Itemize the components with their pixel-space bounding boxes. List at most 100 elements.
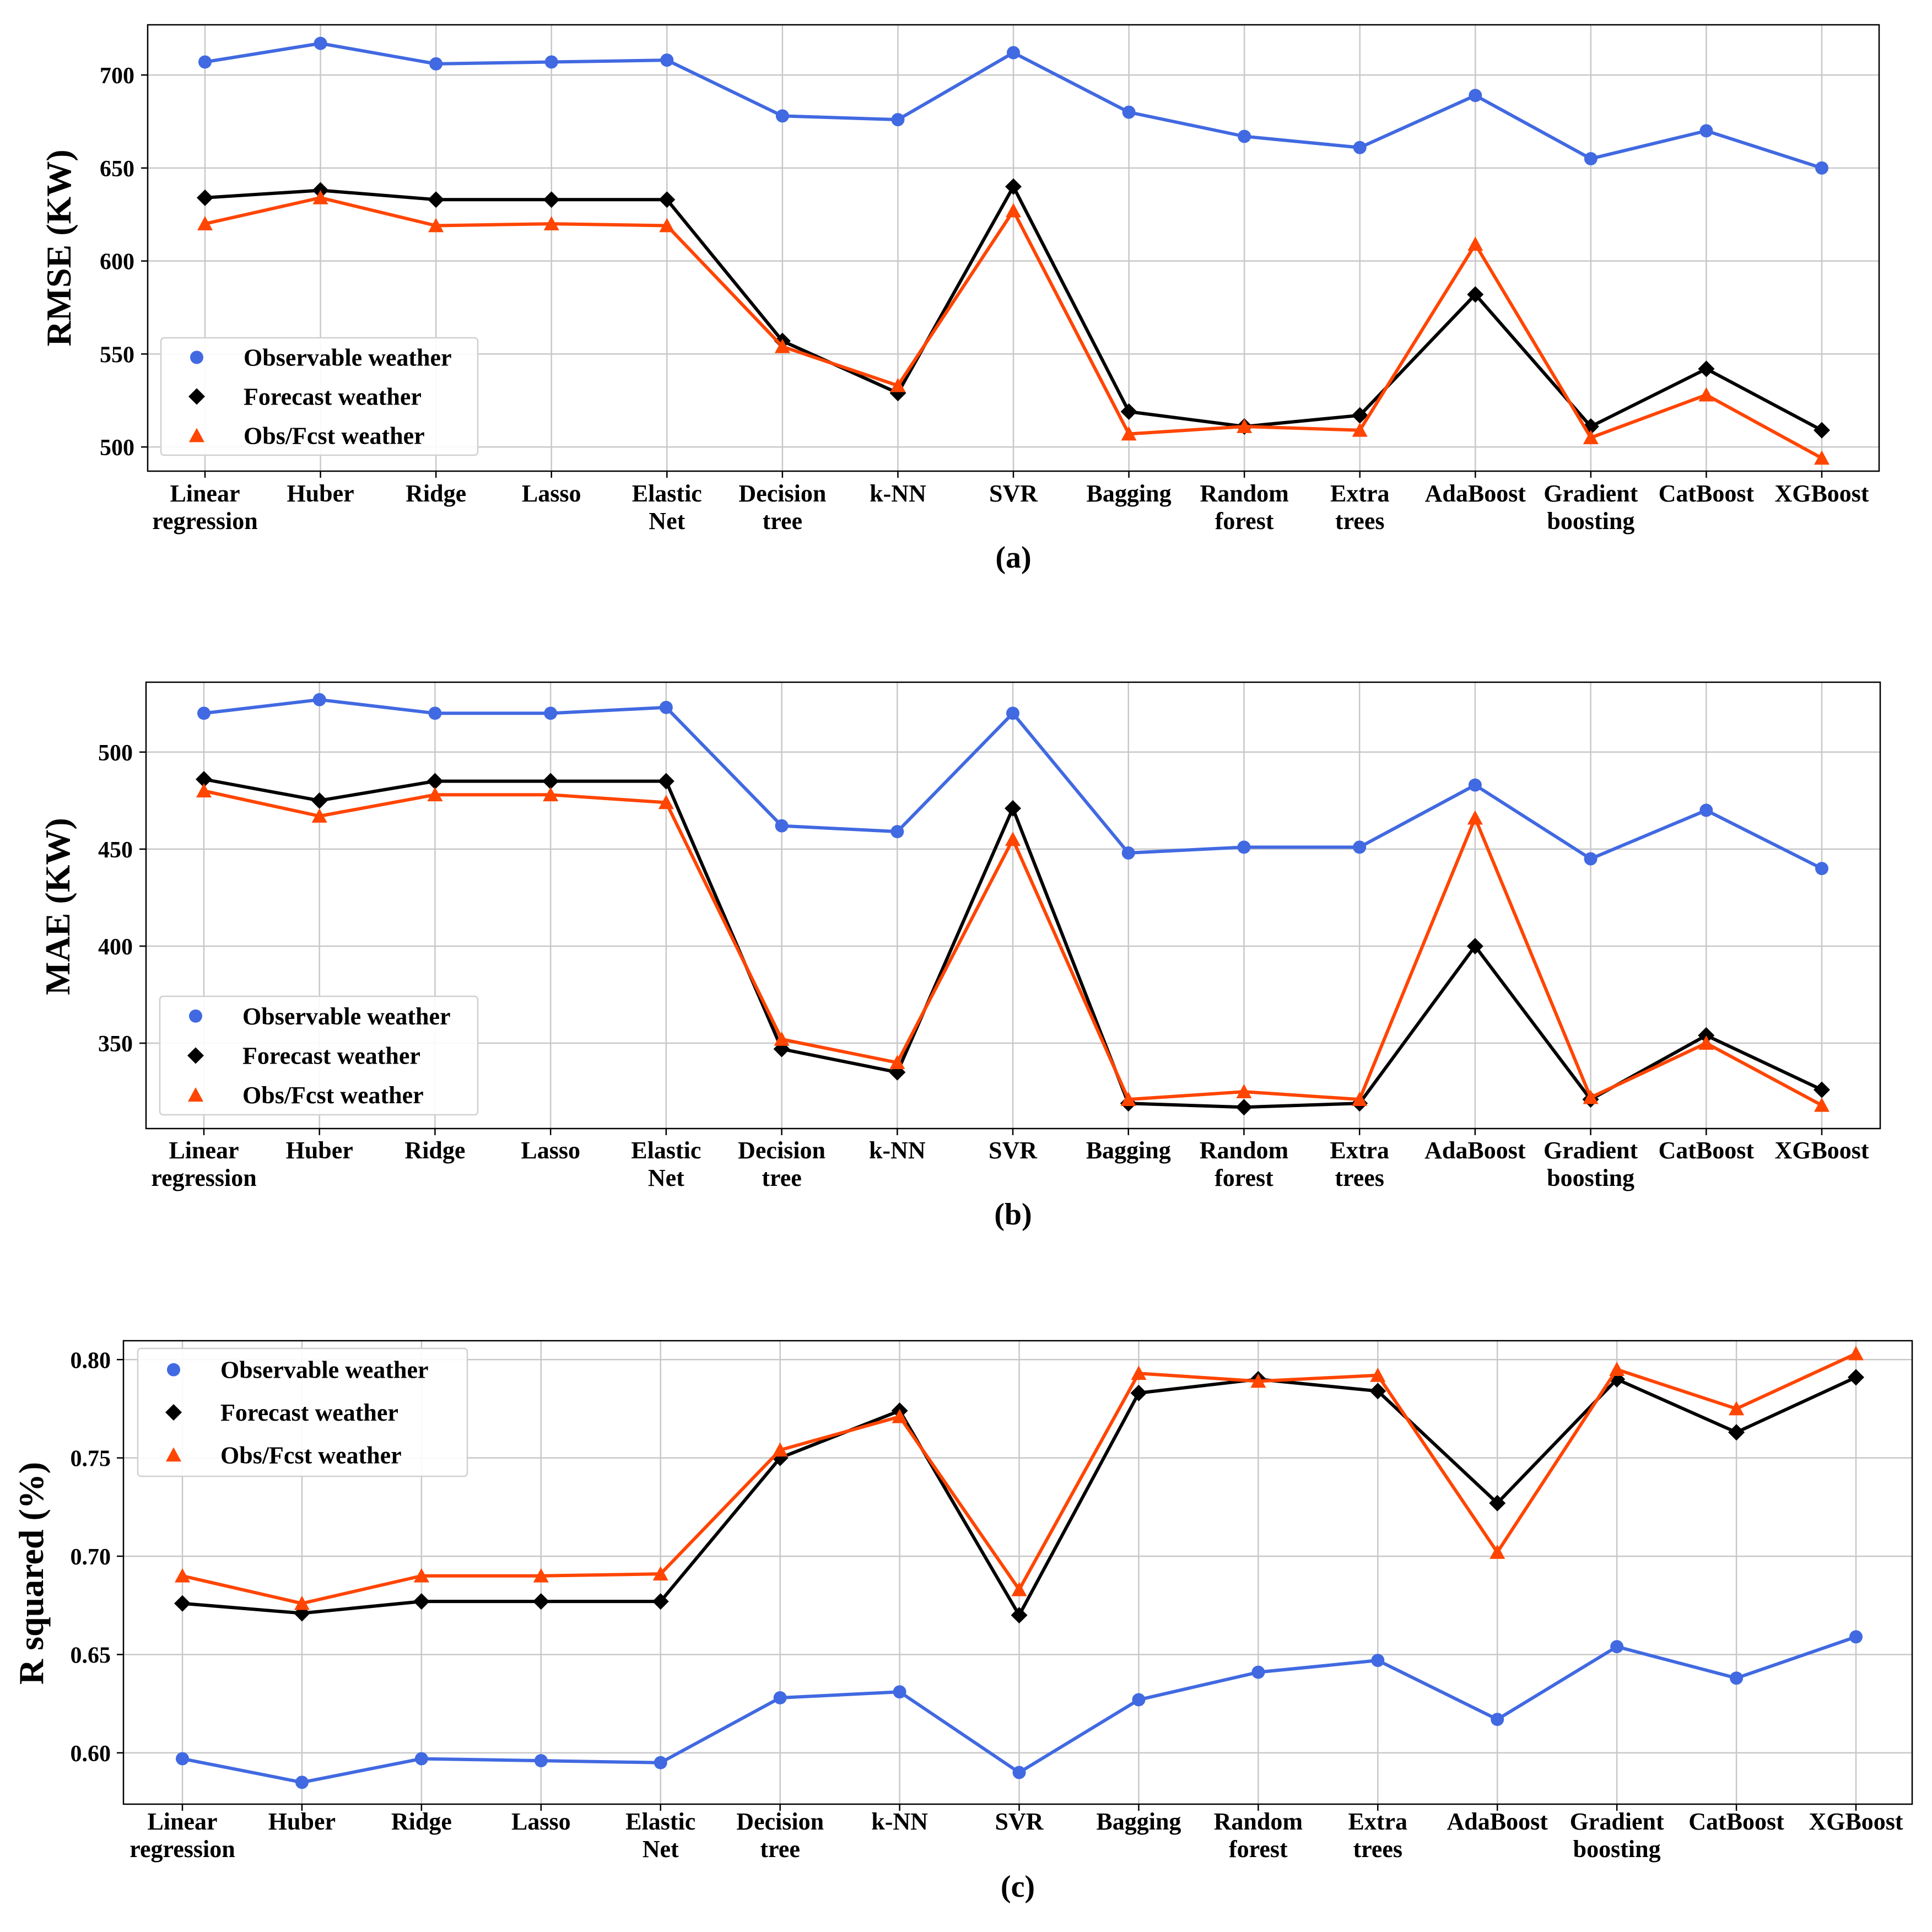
x-tick-label: SVR — [989, 480, 1038, 507]
data-point-observable — [1849, 1630, 1863, 1644]
data-point-obs-fcst — [1236, 1084, 1252, 1098]
data-point-observable — [1122, 105, 1136, 119]
x-tick-label: CatBoost — [1659, 1137, 1755, 1164]
x-tick-label: Huber — [268, 1808, 336, 1835]
x-tick-label: CatBoost — [1659, 480, 1755, 507]
x-tick-label: k-NN — [869, 1137, 926, 1164]
data-point-obs-fcst — [1490, 1544, 1505, 1559]
data-point-obs-fcst — [1583, 430, 1599, 445]
data-point-forecast — [542, 773, 559, 790]
y-tick-label: 0.60 — [71, 1741, 111, 1767]
data-point-forecast — [311, 792, 328, 809]
x-tick-label: XGBoost — [1774, 1137, 1869, 1164]
data-point-obs-fcst — [427, 787, 443, 802]
x-tick-label: Ridge — [391, 1808, 452, 1835]
x-tick-label: Huber — [286, 1137, 353, 1164]
data-point-obs-fcst — [533, 1568, 549, 1583]
data-point-observable — [1699, 803, 1713, 817]
data-point-obs-fcst — [1814, 1097, 1830, 1112]
data-point-observable — [1468, 778, 1482, 792]
data-point-forecast — [1005, 178, 1022, 195]
x-tick-label: Elastic Net — [625, 1808, 695, 1863]
data-point-forecast — [428, 191, 445, 208]
x-tick-label: Linear regression — [151, 1137, 256, 1191]
x-tick-label: Extra trees — [1348, 1808, 1408, 1863]
data-point-obs-fcst — [1370, 1367, 1386, 1382]
x-tick-label: Ridge — [406, 480, 466, 507]
data-point-observable — [314, 36, 327, 50]
data-point-forecast — [413, 1593, 430, 1610]
data-point-obs-fcst — [1006, 203, 1021, 218]
y-tick-label: 500 — [98, 741, 133, 766]
y-tick-label: 0.65 — [71, 1643, 111, 1668]
data-point-observable — [891, 113, 905, 127]
y-tick-label: 0.70 — [71, 1545, 111, 1570]
data-point-forecast — [657, 773, 674, 790]
data-point-obs-fcst — [312, 190, 328, 204]
data-point-observable — [1132, 1693, 1146, 1707]
x-tick-label: AdaBoost — [1424, 1137, 1526, 1164]
legend: Observable weather Forecast weather Obs/Fc… — [159, 995, 479, 1116]
data-point-obs-fcst — [1729, 1401, 1745, 1416]
data-point-forecast — [1814, 422, 1830, 439]
data-point-obs-fcst — [892, 1408, 908, 1423]
data-point-observable — [534, 1754, 548, 1768]
data-point-observable — [176, 1752, 189, 1766]
data-point-forecast — [1814, 1081, 1830, 1098]
x-tick-label: Extra trees — [1330, 480, 1390, 535]
x-tick-label: Decision tree — [738, 480, 826, 535]
data-point-observable — [1237, 840, 1251, 854]
x-tick-label: Elastic Net — [631, 1137, 701, 1191]
legend-label-forecast: Forecast weather — [242, 1043, 420, 1070]
x-tick-label: SVR — [989, 1137, 1038, 1164]
legend-marker-forecast — [187, 1047, 204, 1064]
data-point-observable — [1238, 129, 1251, 143]
data-point-forecast — [1120, 403, 1137, 420]
data-point-forecast — [1005, 800, 1021, 817]
y-axis-label: R squared (%) — [12, 1462, 51, 1685]
y-tick-label: 650 — [100, 156, 134, 182]
legend-label-forecast: Forecast weather — [220, 1399, 398, 1426]
data-point-observable — [775, 819, 789, 833]
x-tick-label: Gradient boosting — [1570, 1808, 1664, 1863]
data-point-observable — [295, 1776, 309, 1789]
data-point-forecast — [652, 1593, 669, 1610]
x-tick-label: k-NN — [871, 1808, 928, 1835]
data-point-obs-fcst — [1120, 1092, 1136, 1107]
data-point-forecast — [1728, 1424, 1745, 1441]
data-point-obs-fcst — [1467, 810, 1483, 825]
data-point-forecast — [543, 191, 560, 208]
x-tick-label: Random forest — [1200, 1137, 1288, 1191]
data-point-obs-fcst — [311, 808, 327, 823]
legend-marker-observable — [189, 1009, 202, 1023]
data-point-observable — [891, 825, 904, 839]
x-tick-label: Bagging — [1086, 1137, 1171, 1164]
data-point-observable — [773, 1691, 787, 1704]
data-point-observable — [1491, 1713, 1504, 1726]
panel-caption: (c) — [1001, 1870, 1035, 1904]
x-tick-label: Lasso — [521, 1137, 580, 1164]
data-point-observable — [1251, 1665, 1265, 1679]
data-point-observable — [1012, 1766, 1026, 1779]
data-point-obs-fcst — [175, 1568, 190, 1583]
plot-frame — [147, 24, 1880, 472]
data-point-observable — [1815, 862, 1828, 876]
plot-frame — [145, 681, 1881, 1130]
data-point-obs-fcst — [1121, 426, 1137, 441]
legend-label-obs-fcst: Obs/Fcst weather — [220, 1442, 402, 1469]
data-point-observable — [1121, 846, 1135, 860]
data-point-forecast — [1130, 1384, 1147, 1401]
data-point-observable — [1469, 89, 1482, 102]
data-point-obs-fcst — [1698, 1035, 1714, 1050]
x-tick-label: Elastic Net — [632, 480, 702, 535]
data-point-obs-fcst — [197, 216, 213, 231]
data-point-obs-fcst — [774, 1032, 790, 1046]
data-point-observable — [1584, 852, 1598, 866]
y-tick-label: 600 — [100, 250, 134, 275]
data-point-observable — [197, 706, 211, 720]
data-point-obs-fcst — [652, 1566, 668, 1581]
data-point-forecast — [1467, 286, 1484, 303]
data-point-forecast — [196, 771, 212, 788]
data-point-obs-fcst — [1011, 1582, 1027, 1596]
